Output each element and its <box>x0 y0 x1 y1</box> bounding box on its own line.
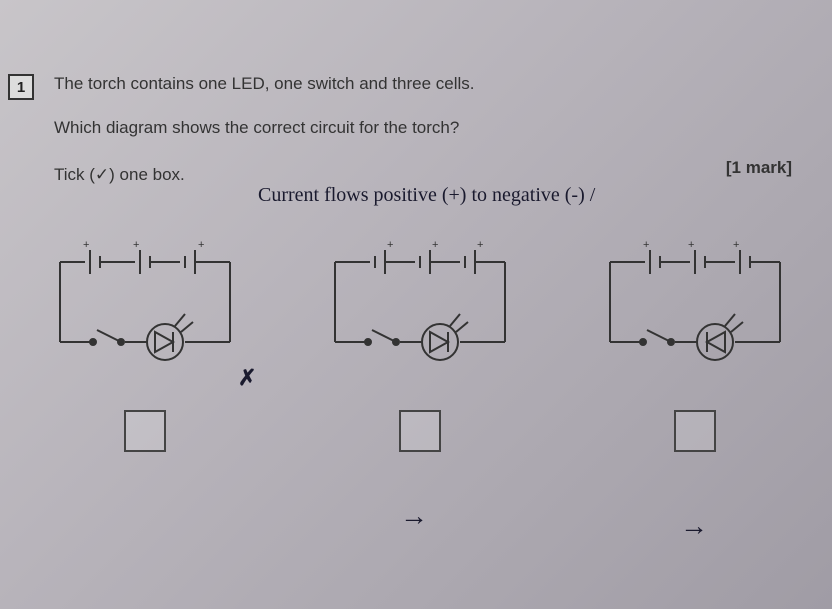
svg-text:+: + <box>477 239 483 251</box>
handwritten-arrow-c: → <box>680 510 708 542</box>
svg-text:+: + <box>387 239 393 251</box>
handwritten-x: ✗ <box>238 365 256 391</box>
svg-text:+: + <box>643 239 649 251</box>
svg-text:+: + <box>83 239 89 251</box>
svg-text:+: + <box>133 239 139 251</box>
question-number: 1 <box>17 79 25 96</box>
marks-label: [1 mark] <box>726 158 792 178</box>
handwritten-arrow-b: → <box>400 500 428 532</box>
handwritten-note: Current flows positive (+) to negative (… <box>258 184 595 207</box>
diagram-c: + + + <box>580 232 810 452</box>
question-text-line2: Which diagram shows the correct circuit … <box>54 118 459 138</box>
circuit-b-svg: + + + <box>320 232 520 382</box>
tickbox-b[interactable] <box>399 410 441 452</box>
svg-text:+: + <box>733 239 739 251</box>
question-number-box: 1 <box>8 74 34 100</box>
circuit-c-svg: + + + <box>595 232 795 382</box>
diagram-row: + + + <box>30 232 810 452</box>
svg-text:+: + <box>198 239 204 251</box>
circuit-a-svg: + + + <box>45 232 245 382</box>
svg-text:+: + <box>688 239 694 251</box>
diagram-a: + + + <box>30 232 260 452</box>
tickbox-c[interactable] <box>674 410 716 452</box>
diagram-b: + + + <box>305 232 535 452</box>
question-text-line1: The torch contains one LED, one switch a… <box>54 74 734 94</box>
tickbox-a[interactable] <box>124 410 166 452</box>
tick-instruction: Tick (✓) one box. <box>54 165 185 185</box>
svg-text:+: + <box>432 239 438 251</box>
